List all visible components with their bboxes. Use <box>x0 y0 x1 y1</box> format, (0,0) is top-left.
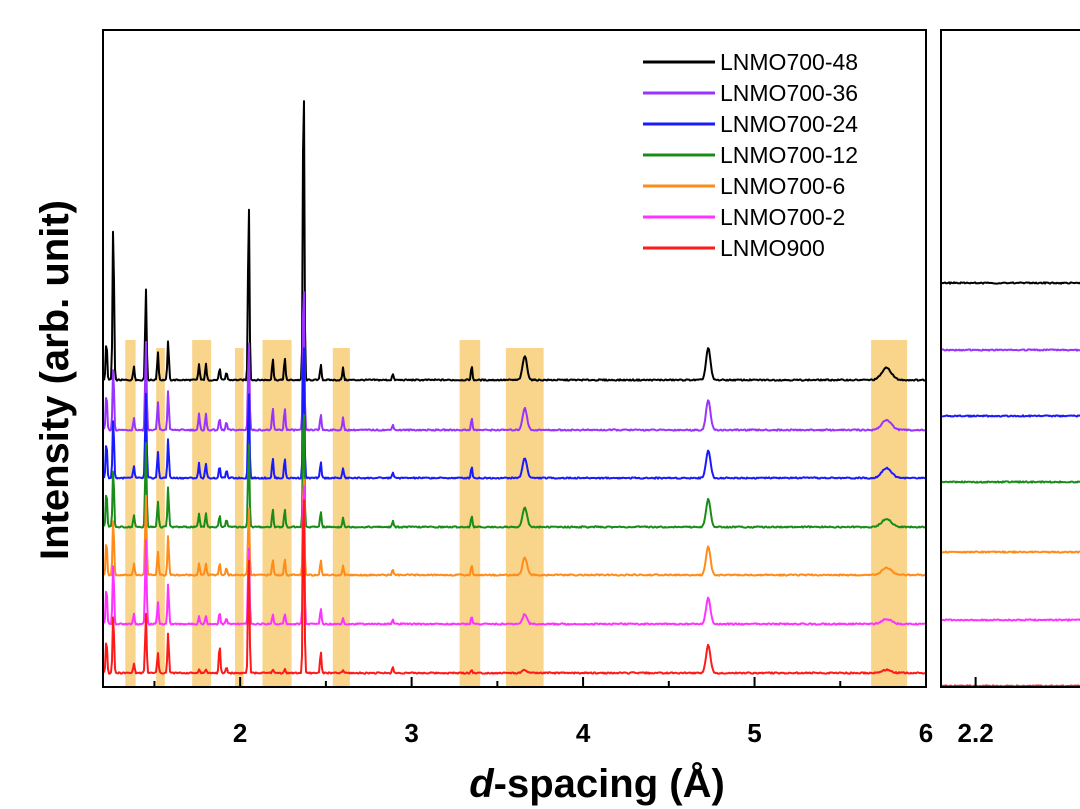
x-tick-label: 2 <box>233 718 247 748</box>
inset-trace-lnmo700-48 <box>942 281 1080 286</box>
trace-lnmo700-6 <box>103 478 926 577</box>
trace-lnmo700-2 <box>103 485 926 626</box>
highlight-band <box>125 340 136 688</box>
inset-trace-lnmo700-36 <box>941 348 1080 352</box>
highlight-band <box>156 348 165 686</box>
legend: LNMO700-48 LNMO700-36 LNMO700-24 LNMO700-12… <box>643 49 858 261</box>
highlight-band <box>192 340 212 688</box>
highlight-band <box>871 340 908 688</box>
x-axis-title-italic: d <box>469 762 495 806</box>
x-axis-title: d-spacing (Å) <box>469 761 725 806</box>
trace-lnmo700-24 <box>103 347 926 480</box>
legend-label-lnmo700-2: LNMO700-2 <box>720 204 845 230</box>
inset-x-ticks: 2.2 <box>958 677 994 748</box>
inset-trace-lnmo700-12 <box>941 479 1080 484</box>
trace-lnmo900 <box>103 499 926 675</box>
x-tick-label: 5 <box>747 718 761 748</box>
legend-label-lnmo700-48: LNMO700-48 <box>720 49 858 75</box>
legend-label-lnmo900: LNMO900 <box>720 235 825 261</box>
inset-x-tick-label: 2.2 <box>958 718 994 748</box>
legend-label-lnmo700-12: LNMO700-12 <box>720 142 858 168</box>
highlight-band <box>505 348 544 686</box>
main-plot-frame <box>102 29 927 688</box>
inset-trace-lnmo700-6 <box>941 549 1080 555</box>
main-traces <box>103 100 926 675</box>
inset-plot-frame <box>940 29 1080 688</box>
highlight-band <box>332 348 350 686</box>
x-tick-label: 3 <box>404 718 418 748</box>
x-axis-title-rest: -spacing (Å) <box>494 761 725 806</box>
highlight-band <box>459 340 481 688</box>
x-tick-label: 4 <box>576 718 591 748</box>
highlight-band <box>262 340 292 688</box>
legend-label-lnmo700-6: LNMO700-6 <box>720 173 845 199</box>
x-tick-label: 6 <box>919 718 933 748</box>
highlight-band <box>235 348 244 686</box>
main-x-ticks: 2 3 4 5 6 <box>153 677 933 748</box>
inset-trace-lnmo700-24 <box>941 413 1080 418</box>
trace-lnmo700-12 <box>103 414 926 529</box>
trace-lnmo700-48 <box>103 100 926 382</box>
highlight-bands <box>125 340 908 688</box>
legend-label-lnmo700-24: LNMO700-24 <box>720 111 858 137</box>
legend-label-lnmo700-36: LNMO700-36 <box>720 80 858 106</box>
trace-lnmo700-36 <box>103 291 925 432</box>
inset-trace-lnmo700-2 <box>941 617 1080 622</box>
inset-traces <box>941 281 1080 687</box>
y-axis-title: Intensity (arb. unit) <box>33 200 77 560</box>
